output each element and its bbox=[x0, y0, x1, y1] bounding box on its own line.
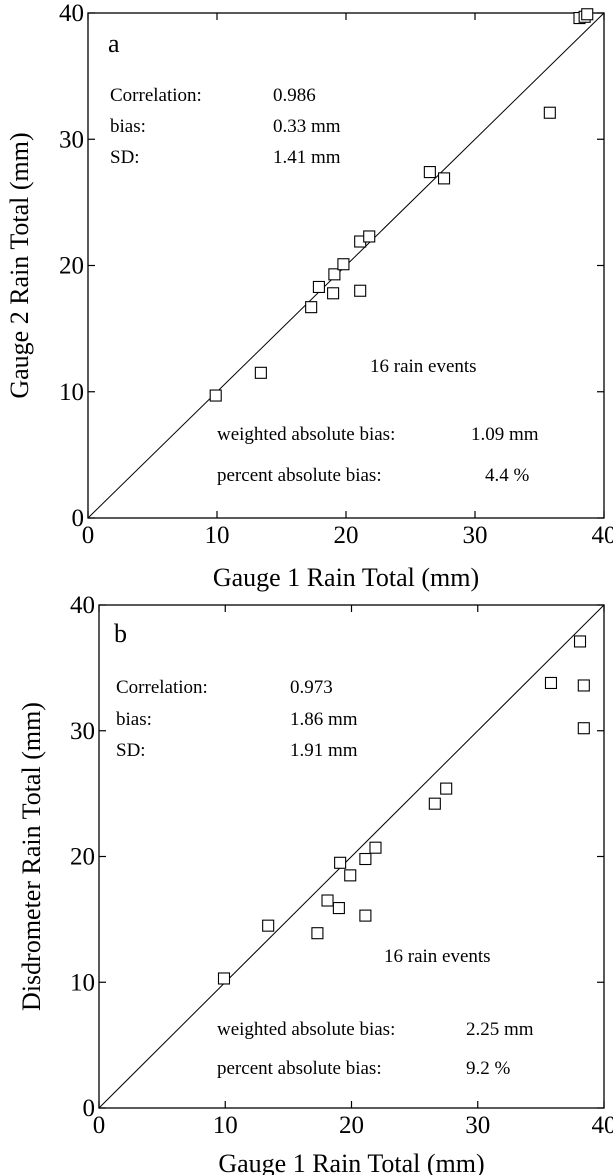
data-point bbox=[354, 284, 367, 297]
data-point bbox=[305, 301, 318, 314]
y-tick-label: 40 bbox=[59, 0, 84, 27]
weighted-bias-label: weighted absolute bias: bbox=[217, 424, 395, 445]
data-point bbox=[581, 8, 594, 21]
panel-b: 0 10 20 30 40 0 10 20 30 40 Gauge 1 Rain Total (mm… bbox=[17, 592, 613, 1175]
events-note: 16 rain events bbox=[370, 356, 477, 377]
percent-bias-value: 4.4 % bbox=[485, 465, 530, 486]
percent-bias-label: percent absolute bias: bbox=[217, 1058, 382, 1079]
stat-value: 0.986 bbox=[273, 85, 316, 106]
data-point bbox=[217, 972, 231, 985]
panel-letter: a bbox=[108, 29, 120, 58]
stat-label: SD: bbox=[110, 147, 140, 168]
stat-label: bias: bbox=[110, 116, 146, 137]
y-tick-label: 20 bbox=[59, 253, 84, 280]
y-tick-label: 40 bbox=[70, 592, 95, 619]
stat-value: 0.973 bbox=[290, 677, 333, 698]
panel-letter: b bbox=[114, 619, 127, 648]
y-axis-label: Disdrometer Rain Total (mm) bbox=[17, 702, 46, 1011]
data-point bbox=[428, 797, 441, 810]
percent-bias-value: 9.2 % bbox=[466, 1058, 511, 1079]
x-tick-label: 40 bbox=[592, 522, 613, 549]
data-point bbox=[311, 927, 324, 940]
y-tick-label: 20 bbox=[70, 844, 95, 871]
data-point bbox=[327, 287, 340, 300]
x-tick-label: 30 bbox=[465, 1112, 490, 1139]
x-axis-label: Gauge 1 Rain Total (mm) bbox=[213, 563, 479, 592]
y-tick-label: 30 bbox=[70, 718, 95, 745]
y-tick-label: 0 bbox=[83, 1095, 96, 1122]
y-tick-label: 30 bbox=[59, 126, 84, 153]
weighted-bias-label: weighted absolute bias: bbox=[217, 1019, 395, 1040]
data-point bbox=[334, 856, 347, 869]
events-note: 16 rain events bbox=[384, 946, 491, 967]
x-tick-label: 20 bbox=[334, 522, 359, 549]
x-tick-label: 10 bbox=[205, 522, 230, 549]
weighted-bias-value: 2.25 mm bbox=[466, 1019, 534, 1040]
one-to-one-line bbox=[98, 604, 605, 1109]
data-point bbox=[321, 894, 334, 907]
stat-value: 1.86 mm bbox=[290, 709, 358, 730]
data-point bbox=[437, 172, 451, 185]
x-tick-label: 30 bbox=[463, 522, 488, 549]
data-point bbox=[359, 852, 372, 866]
data-point bbox=[328, 268, 341, 281]
data-point bbox=[423, 166, 436, 179]
y-tick-label: 0 bbox=[72, 505, 85, 532]
stat-value: 1.91 mm bbox=[290, 740, 358, 761]
data-point bbox=[254, 366, 267, 379]
y-tick-label: 10 bbox=[59, 379, 84, 406]
y-axis-label: Gauge 2 Rain Total (mm) bbox=[5, 132, 34, 398]
x-tick-label: 0 bbox=[93, 1112, 106, 1139]
weighted-bias-value: 1.09 mm bbox=[471, 424, 539, 445]
data-point bbox=[577, 679, 590, 692]
data-point bbox=[573, 635, 587, 648]
data-point bbox=[359, 909, 372, 922]
data-point bbox=[332, 902, 345, 915]
data-point bbox=[209, 389, 222, 402]
x-axis-label: Gauge 1 Rain Total (mm) bbox=[218, 1149, 484, 1175]
stat-value: 1.41 mm bbox=[273, 147, 341, 168]
data-point bbox=[344, 869, 357, 882]
data-point bbox=[544, 676, 558, 690]
data-point bbox=[440, 782, 453, 795]
data-point bbox=[337, 258, 350, 271]
data-point bbox=[312, 280, 325, 294]
data-point bbox=[577, 722, 590, 735]
panel-a: 0 10 20 30 40 0 10 20 30 40 Gauge 1 Rain Total (mm… bbox=[5, 0, 613, 592]
stat-label: bias: bbox=[116, 709, 152, 730]
data-point bbox=[363, 230, 376, 243]
x-tick-label: 40 bbox=[592, 1112, 613, 1139]
x-tick-label: 0 bbox=[82, 522, 95, 549]
percent-bias-label: percent absolute bias: bbox=[217, 465, 382, 486]
y-tick-label: 10 bbox=[70, 969, 95, 996]
x-tick-label: 10 bbox=[213, 1112, 238, 1139]
data-point bbox=[543, 106, 556, 119]
data-point bbox=[369, 841, 382, 854]
stat-label: SD: bbox=[116, 740, 146, 761]
data-point bbox=[262, 919, 275, 932]
stat-label: Correlation: bbox=[110, 85, 202, 106]
x-tick-label: 20 bbox=[339, 1112, 364, 1139]
stat-label: Correlation: bbox=[116, 677, 208, 698]
stat-value: 0.33 mm bbox=[273, 116, 341, 137]
